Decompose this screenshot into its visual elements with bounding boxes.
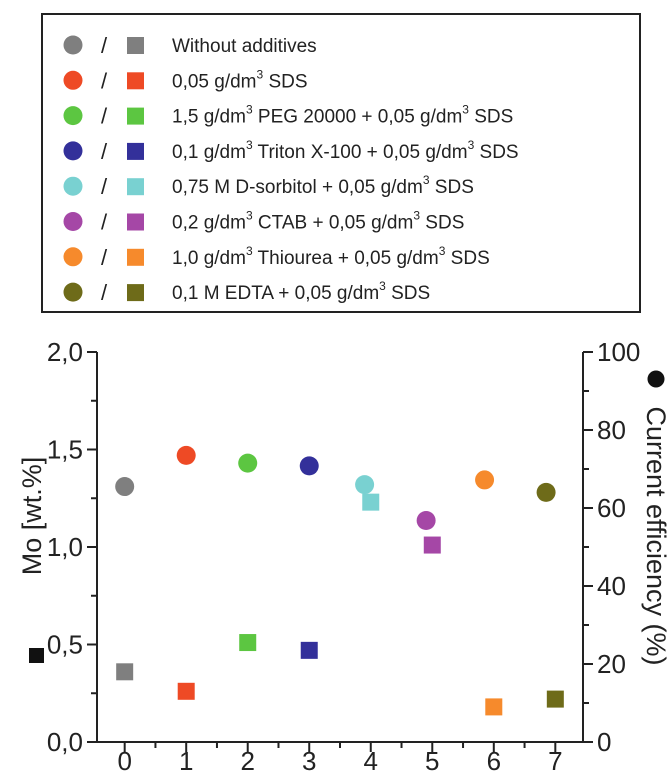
efficiency-point [355, 475, 375, 495]
x-tick-label: 0 [117, 746, 131, 774]
y-left-tick-label: 0,5 [47, 630, 83, 660]
x-tick-label: 1 [179, 746, 193, 774]
legend-square-marker [127, 178, 144, 196]
legend-slash: / [101, 68, 108, 93]
legend-entry-label: 1,5 g/dm3 PEG 20000 + 0,05 g/dm3 SDS [172, 103, 513, 128]
legend-circle-marker [63, 106, 83, 126]
x-tick-label: 4 [364, 746, 378, 774]
y-left-title-square-icon [29, 648, 44, 663]
y-left-tick-label: 2,0 [47, 337, 83, 367]
legend-square-marker [127, 107, 144, 125]
efficiency-point [475, 470, 495, 490]
y-right-tick-label: 80 [597, 415, 626, 445]
y-right-tick-label: 100 [597, 337, 640, 367]
y-right-title-circle-icon [647, 370, 665, 388]
legend-square-marker [127, 213, 144, 231]
legend-slash: / [101, 139, 108, 164]
y-right-tick-label: 0 [597, 727, 611, 757]
legend-slash: / [101, 104, 108, 129]
legend-slash: / [101, 245, 108, 270]
legend-entry-label: 0,05 g/dm3 SDS [172, 67, 308, 92]
mo-content-point [300, 641, 318, 659]
y-left-tick-label: 1,0 [47, 532, 83, 562]
mo-content-point [239, 634, 257, 652]
y-left-tick-label: 1,5 [47, 435, 83, 465]
y-left-axis-title: Mo [wt.%] [17, 457, 47, 576]
legend-circle-marker [63, 35, 83, 55]
legend-circle-marker [63, 282, 83, 302]
legend-entry-label: 1,0 g/dm3 Thiourea + 0,05 g/dm3 SDS [172, 244, 490, 269]
efficiency-point [115, 477, 135, 497]
legend-entry-label: Without additives [172, 36, 317, 57]
mo-content-point [546, 690, 564, 708]
legend-slash: / [101, 280, 108, 305]
y-left-tick-label: 0,0 [47, 727, 83, 757]
mo-content-point [177, 682, 195, 700]
y-right-tick-label: 40 [597, 571, 626, 601]
x-tick-label: 5 [425, 746, 439, 774]
x-tick-label: 7 [548, 746, 562, 774]
data-marks [115, 445, 564, 716]
efficiency-point [299, 456, 319, 476]
legend-circle-marker [63, 141, 83, 161]
efficiency-point [536, 482, 556, 502]
y-right-axis-title: Current efficiency (%) [641, 406, 671, 665]
legend-square-marker [127, 72, 144, 90]
y-right-tick-label: 20 [597, 649, 626, 679]
legend-slash: / [101, 210, 108, 235]
x-tick-label: 2 [240, 746, 254, 774]
legend-square-marker [127, 142, 144, 160]
legend-square-marker [127, 37, 144, 54]
y-right-tick-label: 60 [597, 493, 626, 523]
mo-content-point [362, 493, 380, 511]
mo-content-point [116, 663, 134, 681]
legend-circle-marker [63, 176, 83, 196]
efficiency-point [416, 510, 436, 530]
legend-entry-label: 0,75 M D-sorbitol + 0,05 g/dm3 SDS [172, 173, 474, 198]
legend-entry-label: 0,2 g/dm3 CTAB + 0,05 g/dm3 SDS [172, 209, 464, 234]
axes: 0,0 0,5 1,0 1,5 2,0 0 20 40 60 80 100 0 1 2 3 4 5 6 7 [47, 337, 641, 774]
legend-slash: / [101, 174, 108, 199]
legend-square-marker [127, 284, 144, 302]
mo-content-point [485, 698, 503, 716]
efficiency-point [238, 453, 258, 473]
legend-circle-marker [63, 212, 83, 231]
legend-entry-label: 0,1 M EDTA + 0,05 g/dm3 SDS [172, 279, 430, 304]
legend-entry-label: 0,1 g/dm3 Triton X-100 + 0,05 g/dm3 SDS [172, 138, 519, 163]
x-tick-label: 3 [302, 746, 316, 774]
legend-slash: / [101, 33, 108, 58]
x-tick-label: 6 [487, 746, 501, 774]
legend-circle-marker [63, 70, 83, 90]
legend-circle-marker [63, 247, 83, 267]
efficiency-point [176, 445, 196, 465]
mo-content-point [423, 536, 441, 554]
legend-square-marker [127, 248, 144, 266]
legend: / Without additives / 0,05 g/dm3 SDS / 1,5 g/… [41, 13, 641, 313]
